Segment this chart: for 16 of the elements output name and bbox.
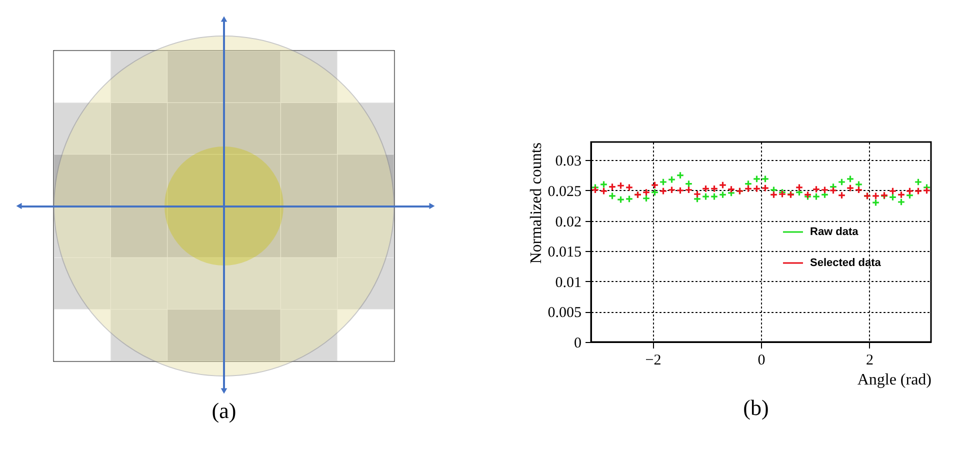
y-tick-label: 0.005 xyxy=(548,305,582,322)
y-tick-label: 0 xyxy=(574,336,582,352)
y-axis-title: Normalized counts xyxy=(528,142,545,264)
y-tick-label: 0.03 xyxy=(555,154,582,170)
y-tick-label: 0.025 xyxy=(548,184,582,200)
y-tick-label: 0.01 xyxy=(555,274,582,291)
text: (b) xyxy=(743,395,769,420)
x-axis-title: Angle (rad) xyxy=(857,372,932,388)
y-tick-label: 0.02 xyxy=(555,214,582,230)
x-tick-label: 0 xyxy=(758,352,766,368)
legend-label: Selected data xyxy=(810,257,882,269)
y-tick-label: 0.015 xyxy=(548,244,582,261)
text: (a) xyxy=(212,398,236,423)
legend-label: Raw data xyxy=(810,226,860,238)
x-tick-label: −2 xyxy=(645,352,662,368)
x-tick-label: 2 xyxy=(866,352,874,368)
